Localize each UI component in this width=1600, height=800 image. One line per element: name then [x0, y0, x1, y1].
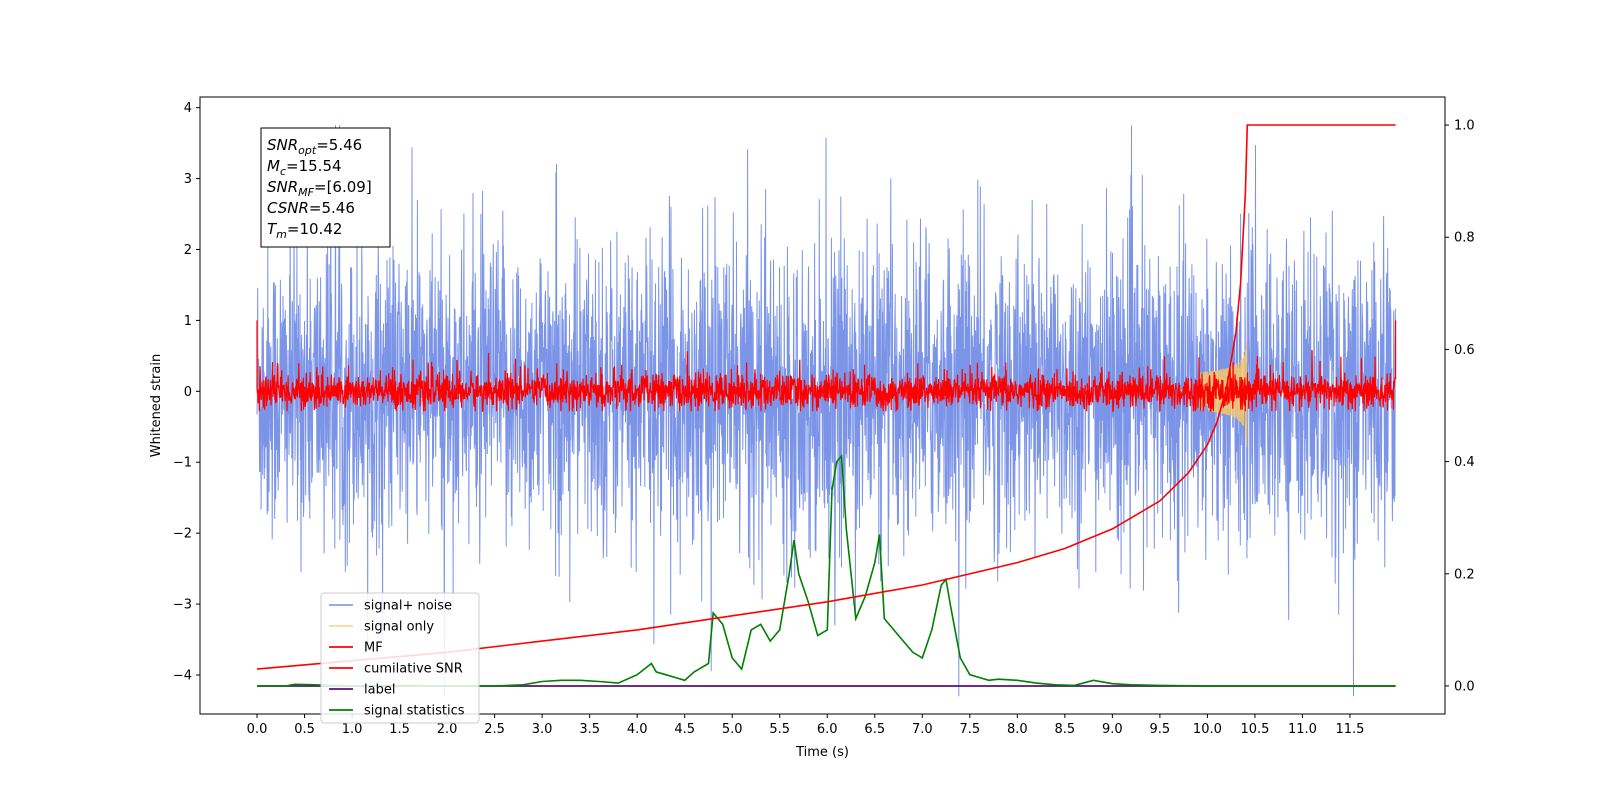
y-tick-label: 1: [184, 314, 192, 329]
x-tick-label: 3.5: [579, 722, 600, 737]
x-tick-label: 9.5: [1150, 722, 1171, 737]
y-axis-label: Whitened strain: [149, 354, 164, 457]
info-line: SNRMF=[6.09]: [267, 178, 372, 199]
x-tick-label: 4.0: [627, 722, 648, 737]
y2-tick-label: 0.0: [1454, 679, 1475, 694]
info-line: Mc=15.54: [267, 157, 342, 178]
x-tick-label: 8.5: [1055, 722, 1076, 737]
y-tick-label: −2: [173, 527, 192, 542]
x-tick-label: 2.0: [437, 722, 458, 737]
x-tick-label: 3.0: [532, 722, 553, 737]
series-mf: [256, 320, 1397, 412]
y-tick-label: 3: [184, 172, 192, 187]
info-line: Tm=10.42: [267, 220, 342, 241]
y-tick-label: −1: [173, 456, 192, 471]
x-tick-label: 2.5: [484, 722, 505, 737]
x-tick-label: 1.5: [389, 722, 410, 737]
y2-tick-label: 0.4: [1454, 455, 1475, 470]
y2-tick-label: 0.2: [1454, 567, 1475, 582]
y-tick-label: 0: [184, 385, 192, 400]
x-tick-label: 0.0: [247, 722, 268, 737]
series-cumulative-snr: [256, 124, 1396, 670]
legend-label: MF: [364, 641, 383, 656]
x-tick-label: 8.0: [1007, 722, 1028, 737]
y2-tick-label: 0.6: [1454, 343, 1475, 358]
series-signal-statistics: [257, 453, 1396, 687]
plot-frame: [199, 96, 1446, 715]
legend-label: signal only: [364, 620, 434, 635]
x-tick-label: 10.5: [1240, 722, 1269, 737]
legend-label: signal+ noise: [364, 599, 452, 614]
x-axis-label: Time (s): [795, 745, 849, 760]
info-box: SNRopt=5.46Mc=15.54SNRMF=[6.09]CSNR=5.46…: [260, 127, 391, 248]
y-tick-label: −4: [173, 668, 192, 683]
x-tick-label: 11.5: [1335, 722, 1364, 737]
x-tick-label: 5.0: [722, 722, 743, 737]
y2-tick-label: 1.0: [1454, 119, 1475, 134]
x-tick-label: 0.5: [294, 722, 315, 737]
x-tick-label: 7.5: [959, 722, 980, 737]
x-tick-label: 11.0: [1288, 722, 1317, 737]
info-box-frame: [260, 127, 391, 248]
y2-tick-label: 0.8: [1454, 231, 1475, 246]
x-tick-label: 6.0: [817, 722, 838, 737]
x-tick-label: 10.0: [1193, 722, 1222, 737]
legend-label: label: [364, 683, 395, 698]
legend-frame: [320, 592, 480, 724]
y-axis-left: 4 3 2 1 0 −1 −2 −3 −4: [173, 101, 200, 683]
info-line: CSNR=5.46: [267, 199, 355, 217]
x-tick-label: 1.0: [342, 722, 363, 737]
legend-label: signal statistics: [364, 704, 465, 719]
y-tick-label: 2: [184, 243, 192, 258]
x-tick-label: 7.0: [912, 722, 933, 737]
x-tick-label: 9.0: [1102, 722, 1123, 737]
x-tick-label: 5.5: [769, 722, 790, 737]
x-tick-label: 6.5: [864, 722, 885, 737]
y-tick-label: 4: [184, 101, 192, 116]
legend-label: cumilative SNR: [364, 662, 463, 677]
info-line: SNRopt=5.46: [267, 136, 362, 157]
x-tick-label: 4.5: [674, 722, 695, 737]
y-tick-label: −3: [173, 598, 192, 613]
legend: signal+ noise signal only MF cumilative SNR…: [320, 592, 480, 724]
x-axis: 0.0 0.5 1.0 1.5 2.0 2.5 3.0 3.5 4.0 4.5 5.0 5.5 6.0 6…: [247, 714, 1364, 737]
y-axis-right: 1.0 0.8 0.6 0.4 0.2 0.0: [1445, 119, 1475, 694]
